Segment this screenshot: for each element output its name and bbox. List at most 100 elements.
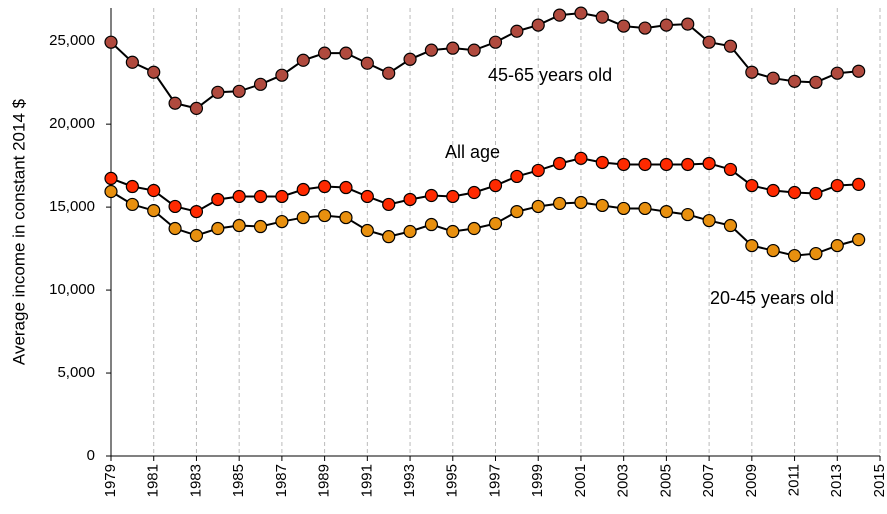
y-tick-label: 25,000	[49, 32, 95, 49]
data-point	[659, 204, 673, 219]
data-point	[681, 157, 695, 172]
data-point	[189, 101, 204, 115]
series-annotation: 45-65 years old	[488, 65, 612, 85]
data-point	[531, 18, 545, 32]
data-point	[382, 230, 396, 244]
data-point	[424, 43, 439, 57]
data-point	[467, 221, 481, 236]
data-point	[681, 207, 695, 222]
data-point	[104, 35, 118, 49]
data-point	[446, 189, 460, 204]
data-point	[253, 189, 268, 204]
data-point	[702, 35, 716, 49]
data-point	[339, 180, 353, 195]
data-point	[595, 198, 609, 213]
data-point	[360, 223, 374, 238]
data-point	[360, 56, 374, 70]
y-axis-label: Average income in constant 2014 $	[9, 98, 28, 365]
data-point	[296, 53, 310, 67]
series-annotation: 20-45 years old	[710, 288, 834, 308]
data-point	[382, 197, 396, 212]
data-point	[595, 10, 609, 24]
x-tick-label: 1979	[102, 464, 119, 497]
data-point	[595, 155, 609, 170]
x-tick-label: 2001	[572, 464, 589, 497]
data-point	[552, 8, 567, 22]
data-point	[681, 17, 695, 31]
y-tick-label: 0	[87, 447, 95, 464]
y-tick-label: 20,000	[49, 115, 95, 132]
data-point	[787, 74, 802, 88]
data-point	[211, 85, 225, 99]
data-point	[617, 19, 631, 33]
data-point	[702, 213, 716, 228]
data-point	[702, 156, 716, 171]
data-point	[104, 184, 118, 199]
data-point	[488, 216, 503, 231]
data-point	[211, 192, 225, 207]
x-tick-label: 1997	[486, 464, 503, 497]
data-point	[168, 221, 182, 236]
data-point	[147, 203, 161, 218]
data-point	[766, 243, 780, 258]
data-point	[125, 197, 139, 212]
data-point	[574, 6, 588, 20]
data-point	[659, 157, 673, 172]
data-point	[467, 185, 481, 200]
data-point	[852, 64, 866, 78]
data-point	[104, 171, 118, 186]
x-tick-label: 2011	[786, 464, 803, 496]
data-point	[552, 196, 567, 211]
x-tick-label: 1987	[273, 464, 290, 497]
x-tick-label: 1981	[145, 464, 162, 497]
data-point	[339, 210, 353, 225]
data-point	[296, 210, 310, 225]
y-tick-label: 5,000	[57, 364, 95, 381]
data-point	[617, 201, 631, 216]
x-tick-label: 1983	[187, 464, 204, 497]
data-point	[809, 246, 823, 261]
data-point	[617, 157, 631, 172]
data-point	[403, 192, 417, 207]
x-tick-label: 2007	[700, 464, 717, 497]
data-point	[510, 24, 524, 38]
data-point	[510, 169, 524, 184]
data-point	[424, 188, 439, 203]
data-point	[830, 178, 844, 193]
data-point	[531, 163, 545, 178]
data-point	[659, 18, 673, 32]
data-point	[723, 162, 738, 177]
data-point	[211, 221, 225, 236]
data-point	[125, 55, 139, 69]
x-tick-label: 2015	[871, 464, 887, 497]
data-point	[830, 66, 844, 80]
data-point	[168, 96, 182, 110]
data-point	[809, 75, 823, 89]
x-tick-label: 1995	[444, 464, 461, 497]
data-point	[809, 186, 823, 201]
data-point	[787, 248, 802, 263]
data-point	[488, 35, 503, 49]
data-point	[723, 218, 738, 233]
data-point	[723, 39, 738, 53]
data-point	[360, 189, 374, 204]
data-point	[275, 68, 289, 82]
data-point	[253, 219, 268, 234]
data-point	[403, 224, 417, 239]
data-point	[318, 46, 332, 60]
data-point	[852, 233, 866, 247]
data-point	[745, 239, 759, 253]
data-point	[147, 65, 161, 79]
data-point	[232, 84, 246, 98]
data-point	[510, 204, 524, 219]
data-point	[424, 217, 439, 232]
x-tick-label: 1999	[529, 464, 546, 497]
data-point	[488, 178, 503, 193]
data-point	[189, 228, 204, 243]
x-tick-label: 1989	[316, 464, 333, 497]
x-tick-label: 1985	[230, 464, 247, 497]
x-tick-label: 1993	[401, 464, 418, 497]
x-tick-label: 1991	[358, 464, 375, 497]
data-point	[253, 77, 268, 91]
